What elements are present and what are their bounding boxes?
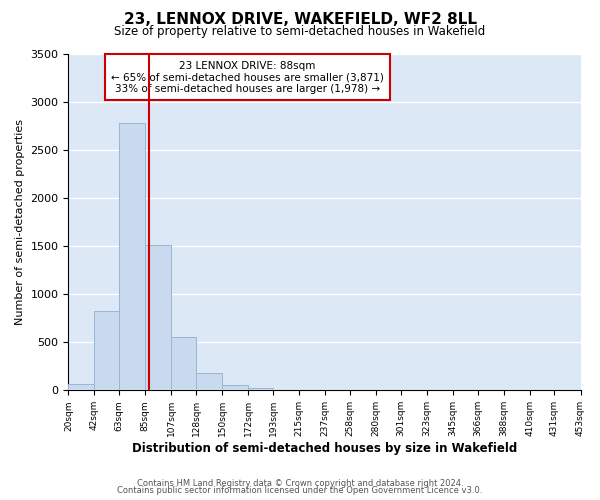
Bar bbox=[222, 385, 248, 390]
Bar bbox=[94, 310, 119, 390]
Bar bbox=[248, 388, 273, 390]
X-axis label: Distribution of semi-detached houses by size in Wakefield: Distribution of semi-detached houses by … bbox=[132, 442, 517, 455]
Text: Contains HM Land Registry data © Crown copyright and database right 2024.: Contains HM Land Registry data © Crown c… bbox=[137, 478, 463, 488]
Bar bbox=[68, 384, 94, 390]
Bar bbox=[119, 123, 145, 390]
Text: Contains public sector information licensed under the Open Government Licence v3: Contains public sector information licen… bbox=[118, 486, 482, 495]
Bar bbox=[145, 245, 171, 390]
Text: 23, LENNOX DRIVE, WAKEFIELD, WF2 8LL: 23, LENNOX DRIVE, WAKEFIELD, WF2 8LL bbox=[124, 12, 476, 28]
Bar bbox=[196, 372, 222, 390]
Bar bbox=[171, 337, 196, 390]
Text: Size of property relative to semi-detached houses in Wakefield: Size of property relative to semi-detach… bbox=[115, 25, 485, 38]
Text: 23 LENNOX DRIVE: 88sqm
← 65% of semi-detached houses are smaller (3,871)
33% of : 23 LENNOX DRIVE: 88sqm ← 65% of semi-det… bbox=[111, 60, 384, 94]
Y-axis label: Number of semi-detached properties: Number of semi-detached properties bbox=[15, 119, 25, 325]
